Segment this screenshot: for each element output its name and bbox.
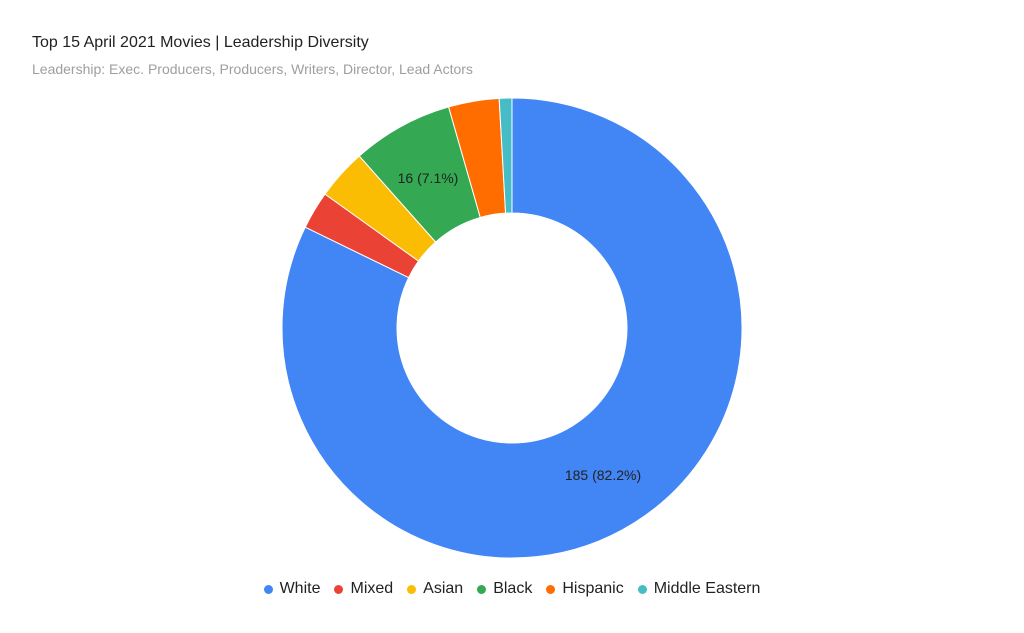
legend-dot-icon bbox=[546, 584, 556, 594]
legend-dot-icon bbox=[637, 584, 647, 594]
data-label-white: 185 (82.2%) bbox=[565, 467, 641, 483]
chart-title: Top 15 April 2021 Movies | Leadership Di… bbox=[32, 34, 369, 51]
legend-item-middle-eastern[interactable]: Middle Eastern bbox=[637, 580, 761, 598]
legend-item-white[interactable]: White bbox=[263, 580, 321, 598]
legend-label: Asian bbox=[423, 580, 464, 597]
slice-white[interactable] bbox=[281, 97, 743, 559]
legend-label: Middle Eastern bbox=[653, 580, 761, 597]
legend-dot-icon bbox=[477, 584, 487, 594]
legend-label: Black bbox=[493, 580, 533, 597]
legend: White Mixed Asian Black Hispanic Middle … bbox=[0, 580, 1024, 598]
legend-dot-icon bbox=[407, 584, 417, 594]
legend-item-mixed[interactable]: Mixed bbox=[334, 580, 393, 598]
legend-dot-icon bbox=[334, 584, 344, 594]
legend-dot-icon bbox=[263, 584, 273, 594]
legend-label: White bbox=[279, 580, 321, 597]
slice-middle-eastern[interactable] bbox=[498, 97, 513, 214]
legend-item-black[interactable]: Black bbox=[477, 580, 532, 598]
legend-label: Mixed bbox=[350, 580, 394, 597]
chart-subtitle: Leadership: Exec. Producers, Producers, … bbox=[32, 61, 473, 77]
legend-item-hispanic[interactable]: Hispanic bbox=[546, 580, 624, 598]
legend-item-asian[interactable]: Asian bbox=[407, 580, 463, 598]
donut-slices bbox=[281, 97, 743, 559]
data-label-black: 16 (7.1%) bbox=[398, 170, 459, 186]
legend-label: Hispanic bbox=[562, 580, 624, 597]
